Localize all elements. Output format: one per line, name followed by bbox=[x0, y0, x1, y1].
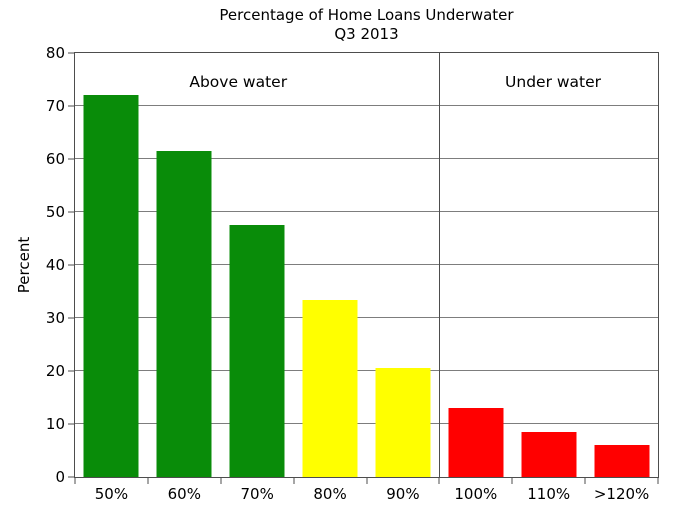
y-tick-label: 60 bbox=[45, 150, 65, 168]
y-tick-label: 80 bbox=[45, 44, 65, 62]
x-tick-label: 60% bbox=[167, 485, 201, 503]
y-tick-label: 30 bbox=[45, 309, 65, 327]
annotation-under-water: Under water bbox=[505, 73, 602, 91]
x-tick-mark bbox=[74, 478, 76, 484]
y-tick-label: 40 bbox=[45, 256, 65, 274]
y-tick-mark bbox=[68, 423, 74, 425]
x-tick-mark bbox=[147, 478, 149, 484]
chart-title-line1: Percentage of Home Loans Underwater bbox=[219, 6, 514, 24]
y-tick-mark bbox=[68, 52, 74, 54]
gridline bbox=[75, 105, 658, 106]
y-tick-mark bbox=[68, 476, 74, 478]
x-tick-mark bbox=[293, 478, 295, 484]
gridline bbox=[75, 158, 658, 159]
x-tick-label: 70% bbox=[240, 485, 274, 503]
annotation-above-water: Above water bbox=[189, 73, 288, 91]
x-tick-mark bbox=[511, 478, 513, 484]
y-tick-label: 20 bbox=[45, 362, 65, 380]
x-tick-label: >120% bbox=[593, 485, 650, 503]
bar-110pct bbox=[521, 431, 577, 477]
bar-80pct bbox=[302, 299, 358, 477]
x-tick-label: 80% bbox=[313, 485, 347, 503]
section-separator-line bbox=[439, 53, 441, 477]
bar-90pct bbox=[375, 368, 431, 477]
x-tick-label: 100% bbox=[454, 485, 498, 503]
y-tick-label: 70 bbox=[45, 97, 65, 115]
bar-100pct bbox=[448, 408, 504, 477]
bar-70pct bbox=[229, 225, 285, 477]
y-tick-label: 10 bbox=[45, 415, 65, 433]
chart-title-line2: Q3 2013 bbox=[334, 25, 399, 43]
bar-gt120pct bbox=[594, 445, 650, 477]
chart-title: Percentage of Home Loans Underwater Q3 2… bbox=[74, 6, 659, 44]
gridline bbox=[75, 317, 658, 318]
x-tick-label: 50% bbox=[94, 485, 129, 503]
bar-50pct bbox=[83, 95, 139, 477]
x-tick-label: 110% bbox=[527, 485, 571, 503]
x-tick-mark bbox=[438, 478, 440, 484]
y-tick-label: 0 bbox=[55, 468, 65, 486]
y-tick-mark bbox=[68, 317, 74, 319]
gridline bbox=[75, 264, 658, 265]
y-tick-mark bbox=[68, 105, 74, 107]
gridline bbox=[75, 211, 658, 212]
x-tick-mark bbox=[366, 478, 367, 484]
gridline bbox=[75, 370, 658, 371]
y-axis-label: Percent bbox=[15, 236, 33, 294]
y-tick-mark bbox=[68, 264, 74, 266]
plot-area: 0 10 20 30 40 50 60 70 80 50% 60% 70% 80% 90% 100% 110%… bbox=[46, 44, 659, 503]
y-tick-mark bbox=[68, 370, 74, 372]
bar-60pct bbox=[156, 151, 212, 477]
y-tick-label: 50 bbox=[45, 203, 65, 221]
x-tick-mark bbox=[584, 478, 586, 484]
gridline bbox=[75, 423, 658, 424]
x-tick-mark bbox=[657, 478, 659, 484]
x-tick-label: 90% bbox=[386, 485, 420, 503]
y-tick-mark bbox=[68, 158, 74, 160]
y-tick-mark bbox=[68, 211, 74, 213]
x-tick-mark bbox=[220, 478, 222, 484]
